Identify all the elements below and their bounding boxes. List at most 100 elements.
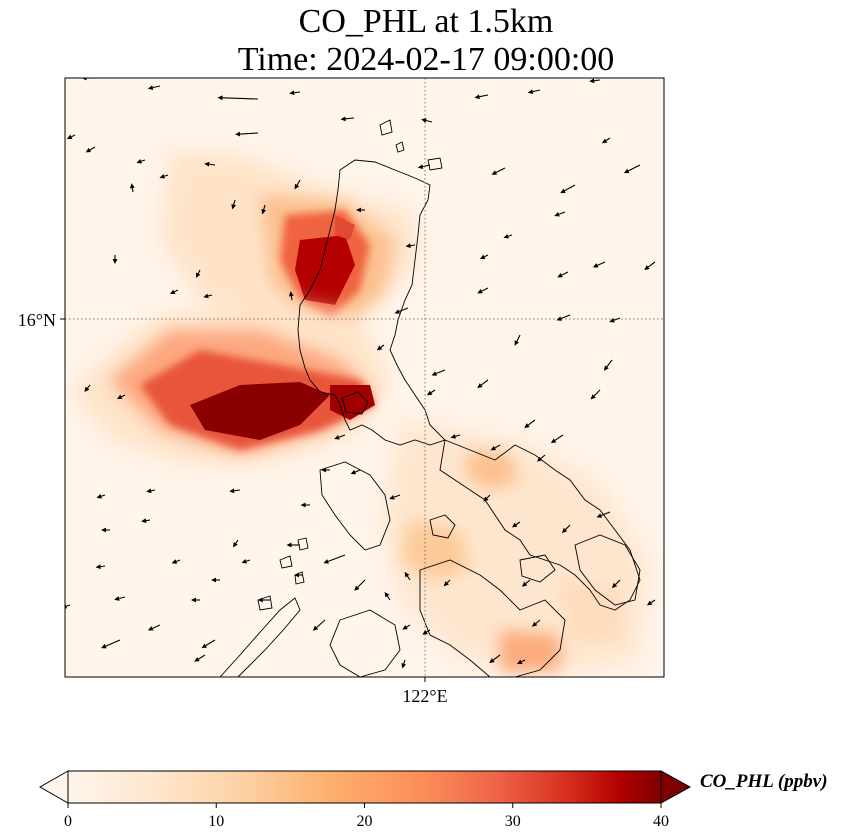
wind-arrow — [527, 89, 541, 94]
wind-arrow — [531, 619, 541, 627]
masbate-coastline — [519, 554, 556, 583]
wind-arrow — [477, 379, 489, 389]
wind-arrow — [147, 624, 161, 631]
wind-arrow — [294, 572, 303, 578]
wind-arrow — [489, 654, 501, 664]
colorbar-tick-label-2: 20 — [357, 813, 373, 830]
wind-arrow — [402, 624, 411, 630]
wind-arrow — [601, 137, 611, 144]
wind-arrow — [603, 359, 613, 371]
samar-coastline — [574, 534, 641, 606]
wind-arrow — [129, 183, 135, 193]
wind-arrow — [241, 558, 251, 564]
wind-arrow — [350, 469, 361, 475]
wind-arrow — [147, 85, 161, 90]
colorbar: 0 10 20 30 40 CO_PHL (ppbv) — [38, 770, 828, 830]
wind-arrow — [609, 317, 621, 323]
central-luzon-plume — [70, 300, 390, 465]
wind-arrow — [95, 564, 106, 570]
wind-arrow — [422, 629, 431, 635]
wind-arrow — [474, 94, 489, 100]
colorbar-tick-label-3: 30 — [505, 813, 521, 830]
small-islands-west — [257, 537, 309, 611]
wind-arrow — [644, 261, 656, 271]
wind-arrow — [169, 289, 179, 295]
wind-arrow — [195, 269, 201, 279]
wind-arrow — [229, 488, 241, 494]
wind-arrow — [589, 78, 601, 84]
lat-label: 16°N — [18, 310, 56, 330]
wind-arrow — [389, 494, 401, 500]
wind-arrow — [146, 488, 156, 494]
wind-vectors — [65, 78, 656, 669]
wind-arrow — [312, 619, 326, 631]
luzon-coastline — [297, 159, 446, 446]
map-frame — [64, 77, 665, 678]
wind-arrow — [514, 334, 521, 346]
wind-arrow — [490, 444, 501, 451]
wind-arrow — [536, 454, 546, 462]
wind-arrow — [556, 314, 571, 321]
wind-arrow — [401, 659, 407, 669]
wind-arrow — [300, 502, 310, 508]
wind-arrow — [201, 639, 216, 649]
mindoro-coastline — [319, 461, 391, 551]
wind-arrow — [194, 654, 206, 662]
wind-arrow — [524, 419, 536, 429]
wind-arrow — [479, 254, 489, 260]
wind-arrow — [159, 173, 169, 179]
wind-arrow — [84, 384, 91, 393]
colorbar-extend-max — [660, 770, 692, 804]
wind-arrow — [646, 599, 656, 606]
small-islands-north — [379, 119, 443, 171]
wind-arrow — [171, 559, 181, 564]
wind-arrow — [96, 493, 106, 499]
colorbar-tick-label-1: 10 — [208, 813, 224, 830]
wind-arrow — [404, 571, 411, 581]
visayas-coastline — [419, 559, 566, 677]
wind-arrow — [483, 494, 491, 502]
wind-arrow — [286, 542, 300, 548]
wind-arrow — [623, 164, 641, 174]
colorbar-tick-label-0: 0 — [64, 813, 72, 830]
wind-arrow — [211, 577, 220, 583]
wind-arrow — [112, 255, 118, 264]
wind-arrow — [85, 146, 96, 153]
coastlines — [219, 119, 641, 677]
bicol-coastline — [439, 439, 641, 611]
map-panel — [65, 78, 664, 677]
wind-arrow — [231, 199, 236, 210]
wind-arrow — [405, 243, 416, 249]
wind-arrow — [376, 344, 385, 351]
palawan-coastline — [219, 597, 301, 677]
wind-arrow — [136, 158, 146, 164]
wind-arrow — [354, 579, 366, 591]
wind-arrow — [431, 369, 446, 376]
wind-arrow — [443, 579, 451, 587]
wind-arrow — [611, 579, 621, 589]
wind-arrow — [592, 261, 606, 268]
wind-arrow — [426, 389, 436, 396]
wind-arrow — [66, 134, 76, 140]
wind-arrow — [323, 554, 346, 564]
wind-arrow — [384, 591, 391, 601]
wind-arrow — [141, 518, 151, 524]
wind-arrow — [204, 161, 216, 167]
wind-arrow — [521, 579, 531, 587]
wind-arrow — [394, 307, 409, 314]
wind-arrow — [294, 179, 301, 190]
laguna-lake-coastline — [341, 391, 369, 415]
wind-arrow — [356, 207, 365, 213]
wind-arrow — [288, 291, 294, 301]
colorbar-ticks: 0 10 20 30 40 — [64, 803, 669, 830]
panay-coastline — [329, 609, 401, 677]
wind-arrow — [557, 271, 569, 278]
wind-arrow — [340, 116, 355, 122]
wind-arrow — [596, 511, 611, 518]
wind-arrow — [116, 394, 126, 400]
wind-arrow — [321, 467, 330, 473]
wind-arrow — [561, 524, 571, 534]
wind-arrow — [81, 78, 95, 81]
wind-arrow — [101, 639, 121, 649]
